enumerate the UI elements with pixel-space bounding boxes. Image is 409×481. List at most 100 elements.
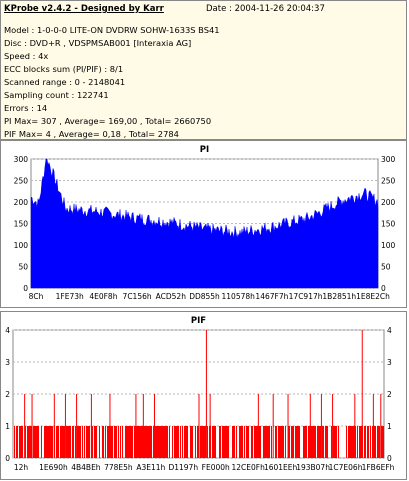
pif-bar (260, 426, 261, 458)
pif-bar (67, 426, 68, 458)
pif-bar (134, 426, 135, 458)
pif-bar (332, 394, 334, 458)
pif-xtick-label: 1E690h (39, 463, 68, 472)
pif-bar (114, 426, 115, 458)
pif-xtick-label: 193B07h (296, 463, 330, 472)
pif-bar (213, 426, 214, 458)
pif-bar (212, 426, 213, 458)
pif-bar (162, 426, 163, 458)
pif-xtick-label: D1197h (168, 463, 198, 472)
pif-bar (45, 426, 46, 458)
pif-bar (370, 426, 371, 458)
pi-xtick-label: 4E0F8h (89, 292, 117, 301)
pif-bar (131, 426, 132, 458)
pif-bar (375, 426, 376, 458)
pi-xtick-label: 1FE73h (56, 292, 84, 301)
pif-bar (139, 426, 140, 458)
pif-bar (135, 394, 137, 458)
pif-bar (34, 426, 35, 458)
pif-bar (207, 426, 208, 458)
pif-bar (142, 394, 144, 458)
pif-xtick-label: 4B4BEh (71, 463, 101, 472)
pif-bar (256, 426, 257, 458)
pi-ytick-left: 250 (14, 177, 29, 186)
info-range: Scanned range : 0 - 2148041 (4, 77, 126, 87)
pif-bar (137, 426, 138, 458)
pif-bar (309, 426, 310, 458)
pif-bar (314, 426, 315, 458)
pif-bar (381, 426, 382, 458)
pif-bar (84, 426, 85, 458)
pif-bar (309, 394, 311, 458)
pif-bar (140, 426, 141, 458)
pif-bar (94, 426, 95, 458)
pif-bar (334, 426, 335, 458)
pif-bar (153, 426, 154, 458)
pif-ytick-left: 0 (5, 454, 10, 463)
pif-bar (382, 426, 383, 458)
pif-bar (149, 426, 150, 458)
pif-bar (252, 426, 253, 458)
pi-chart: PI 0 0 50 50 100 100 150 150 200 200 250 250 300 300 8C… (14, 145, 396, 301)
pif-bar (129, 426, 130, 458)
pif-bar (241, 426, 242, 458)
pif-bar (322, 426, 323, 458)
pif-bar (146, 426, 147, 458)
pif-bar (41, 426, 42, 458)
pif-bar (275, 426, 276, 458)
pif-bar (346, 426, 347, 458)
pif-bar (57, 426, 58, 458)
pif-bar (203, 426, 204, 458)
pif-bar (88, 426, 89, 458)
pif-bar (378, 426, 379, 458)
pif-bar (263, 426, 264, 458)
pif-bar (37, 426, 38, 458)
pif-bar (222, 426, 223, 458)
pif-bar (349, 426, 350, 458)
pi-ytick-left: 50 (18, 263, 28, 272)
pif-bar (209, 426, 210, 458)
pif-bar (127, 426, 128, 458)
pif-bar (64, 426, 65, 458)
pif-bar (159, 426, 160, 458)
pif-bar (226, 426, 227, 458)
pif-bar (295, 426, 296, 458)
pif-ytick-right: 2 (387, 390, 392, 399)
pif-bar (198, 394, 200, 458)
pif-bar (116, 426, 117, 458)
pi-chart-title: PI (200, 145, 209, 155)
pif-bar (244, 426, 245, 458)
pif-bar (56, 426, 57, 458)
pif-bar (186, 426, 187, 458)
pif-bar (125, 426, 126, 458)
pif-bar (145, 426, 146, 458)
info-errors: Errors : 14 (4, 103, 48, 113)
pif-bar (30, 426, 31, 458)
pif-bar (236, 426, 237, 458)
pif-bar (68, 426, 69, 458)
pif-bar (318, 426, 319, 458)
pif-xtick-label: 12h (14, 463, 29, 472)
pif-bar (28, 426, 29, 458)
pi-ytick-left: 100 (14, 241, 29, 250)
pif-bar (107, 426, 108, 458)
pif-xtick-label: FE000h (202, 463, 230, 472)
pif-bar (111, 426, 112, 458)
pif-bar (240, 426, 241, 458)
info-pi: PI Max= 307 , Average= 169,00 , Total= 2… (4, 116, 212, 126)
pif-xtick-label: 1601EEh (264, 463, 298, 472)
pif-bar (336, 426, 337, 458)
pif-bar (248, 426, 249, 458)
pif-bar (320, 426, 321, 458)
pif-bar (315, 426, 316, 458)
pif-bar (205, 426, 206, 458)
pif-bar (158, 426, 159, 458)
pif-bar (335, 426, 336, 458)
pif-bar (257, 394, 259, 458)
pif-bar (47, 426, 48, 458)
pif-bar (348, 426, 349, 458)
pif-bar (271, 426, 272, 458)
pif-bar (46, 426, 47, 458)
pi-ytick-right: 300 (381, 155, 396, 164)
pif-bar (172, 426, 173, 458)
